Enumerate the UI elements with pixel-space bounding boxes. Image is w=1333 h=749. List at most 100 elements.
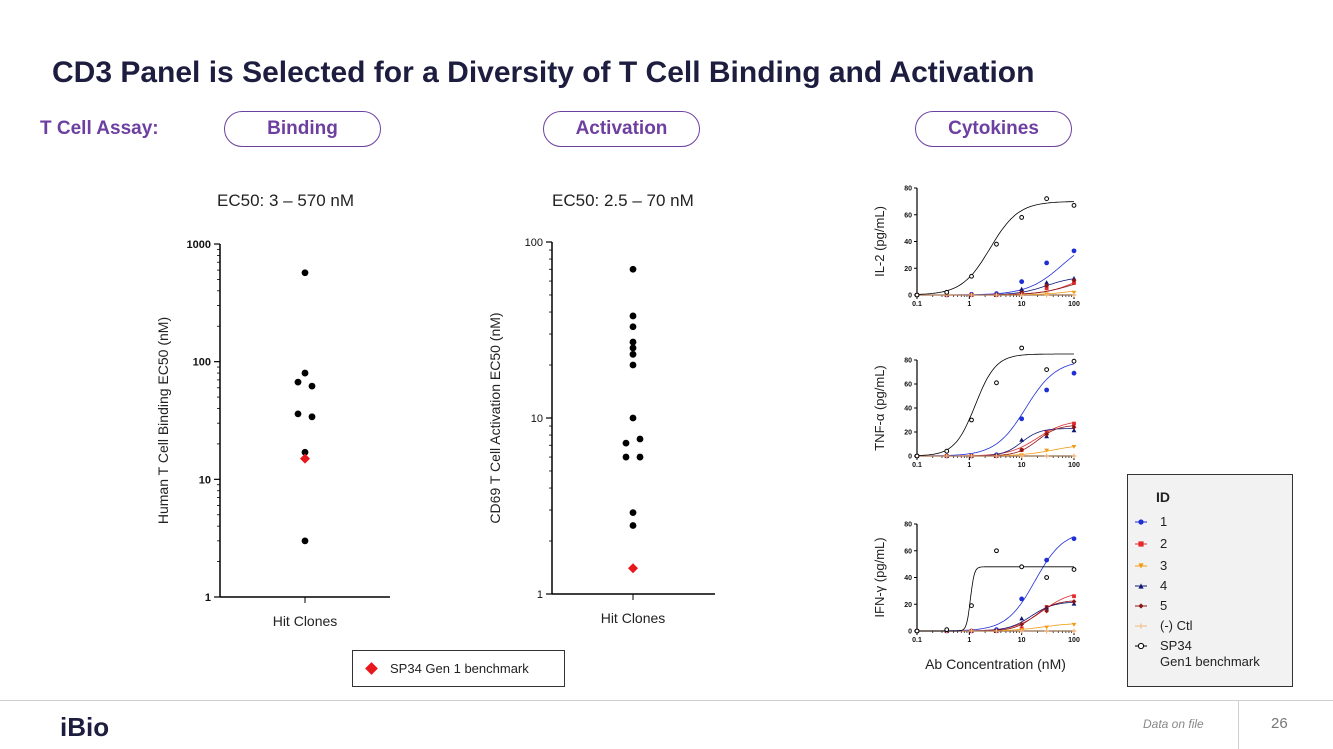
cyto-2-point-3 [1044,625,1050,630]
cyto-2-point-5 [1071,599,1077,604]
cyto-1-fit-line-1 [917,363,1075,457]
cyto-2-point--ctl [1044,628,1050,634]
benchmark-diamond-icon [365,662,378,675]
cyto-1-point-sp34 [914,453,920,459]
footer-vertical-divider [1238,701,1239,749]
cyto-0-point-1 [1071,248,1077,254]
legend-item: 5 [1134,598,1167,614]
cyto-0-point-sp34 [914,292,920,298]
ec50-0-y-tick-label: 10 [199,474,211,486]
ec50-1-hit-clone-point [622,453,630,461]
legend-marker-shape [1138,519,1144,525]
cyto-1-point-sp34 [969,417,974,423]
cyto-0-point-1 [1044,260,1050,266]
cyto-0-point-sp34 [1071,202,1077,208]
cyto-1-point--ctl [1071,453,1077,459]
ec50-1-hit-clone-point [629,338,637,346]
benchmark-legend-label: SP34 Gen 1 benchmark [390,661,529,676]
cyto-0-point-sp34 [969,273,974,279]
cyto-0-y-axis-label: IL-2 (pg/mL) [872,206,887,277]
ec50-0-y-tick-label: 1000 [187,239,211,251]
ec50-0-y-tick-label: 1 [205,592,211,604]
cyto-2-fit-line-sp34 [917,566,1074,632]
cyto-1-y-tick-label: 40 [904,406,912,413]
cyto-1-y-axis-label: TNF-α (pg/mL) [872,365,887,451]
ec50-1-hit-clone-point [629,350,637,358]
cyto-2-point-4 [1019,616,1025,621]
cyto-0-point--ctl [1019,292,1025,298]
cyto-2-fit-line-4 [917,601,1075,632]
cyto-1-point-4 [1071,427,1077,433]
footer-divider [0,700,1333,701]
ec50-1-hit-clone-point [629,361,637,369]
cyto-0-point-sp34 [1044,196,1050,202]
cyto-2-x-tick-label: 0.1 [912,637,922,644]
cyto-1-point-1 [1044,387,1050,393]
cyto-2-y-axis-label: IFN-γ (pg/mL) [872,537,887,617]
ec50-1-hit-clone-point [629,265,637,273]
legend-marker-shape [1138,623,1144,629]
legend-marker-icon [1135,541,1147,547]
cyto-0-fit-line-sp34 [916,201,1075,295]
cyto-0-point-sp34 [944,289,950,295]
ec50-1-hit-clone-point [629,509,637,517]
cyto-2-point-sp34 [944,627,950,633]
data-on-file-note: Data on file [1143,717,1204,731]
cyto-1-y-tick-label: 20 [904,430,912,437]
ec50-1-y-tick-label: 100 [525,237,543,249]
cyto-1-point-sp34 [1044,367,1050,373]
legend-marker-shape [1138,541,1144,547]
cyto-1-point-sp34 [994,380,999,386]
cyto-2-point--ctl [1071,628,1077,634]
cyto-2-point-2 [1072,594,1076,599]
cyto-1-point-5 [1071,424,1077,430]
cyto-2-x-tick-label: 100 [1068,637,1080,644]
cyto-2-point-sp34 [1071,567,1077,572]
cyto-0-point-2 [1072,281,1076,285]
binding-pill: Binding [224,111,381,147]
ec50-0-hit-clone-point [294,378,302,386]
cyto-1-point-sp34 [1019,345,1025,351]
ec50-1-hit-clone-point [629,414,637,422]
cyto-0-point-sp34 [1019,215,1025,220]
ec50-0-hit-clone-point [301,448,309,456]
cyto-2-point--ctl [994,628,999,634]
cyto-1-point--ctl [1019,453,1025,459]
legend-item-label: (-) Ctl [1160,618,1193,633]
ec50-1-hit-clone-point [629,522,637,529]
cyto-0-point-5 [1071,277,1077,283]
activation-pill: Activation [543,111,700,147]
ec50-1-y-tick-label: 10 [531,413,543,425]
ec50-0-hit-clone-point [294,410,302,418]
cyto-1-fit-line-4 [917,428,1074,457]
cyto-0-y-tick-label: 60 [904,212,912,219]
cyto-0-y-tick-label: 40 [904,239,912,246]
cyto-1-point-4 [1019,437,1025,442]
cyto-2-y-tick-label: 20 [904,602,912,609]
cyto-2-y-tick-label: 60 [904,548,912,555]
cyto-0-point-4 [1044,280,1050,285]
legend-item-label: SP34 Gen1 benchmark [1160,638,1260,669]
cyto-2-x-tick-label: 1 [967,637,971,644]
ec50-1-hit-clone-point [629,312,637,320]
cyto-2-point-1 [1044,557,1050,563]
page-number: 26 [1271,715,1288,732]
cyto-2-point-1 [1071,536,1077,542]
cyto-1-point--ctl [944,453,950,459]
cyto-1-y-tick-label: 80 [904,358,912,365]
ec50-1-hit-clone-point [622,439,630,447]
legend-title: ID [1156,489,1170,505]
assay-label: T Cell Assay: [40,118,159,139]
legend-marker-icon [1135,583,1147,589]
legend-marker-icon [1135,623,1147,629]
cyto-2-point-5 [1044,608,1050,614]
cyto-1-y-tick-label: 0 [908,454,912,461]
cyto-2-point-sp34 [914,628,920,634]
legend-item: 1 [1134,514,1167,530]
cyto-2-y-tick-label: 0 [908,629,912,636]
legend-item-label: 3 [1160,558,1168,573]
ec50-1-y-tick-label: 1 [537,589,543,601]
cyto-0-point-5 [1044,283,1050,289]
ec50-1-benchmark-point [628,563,638,574]
